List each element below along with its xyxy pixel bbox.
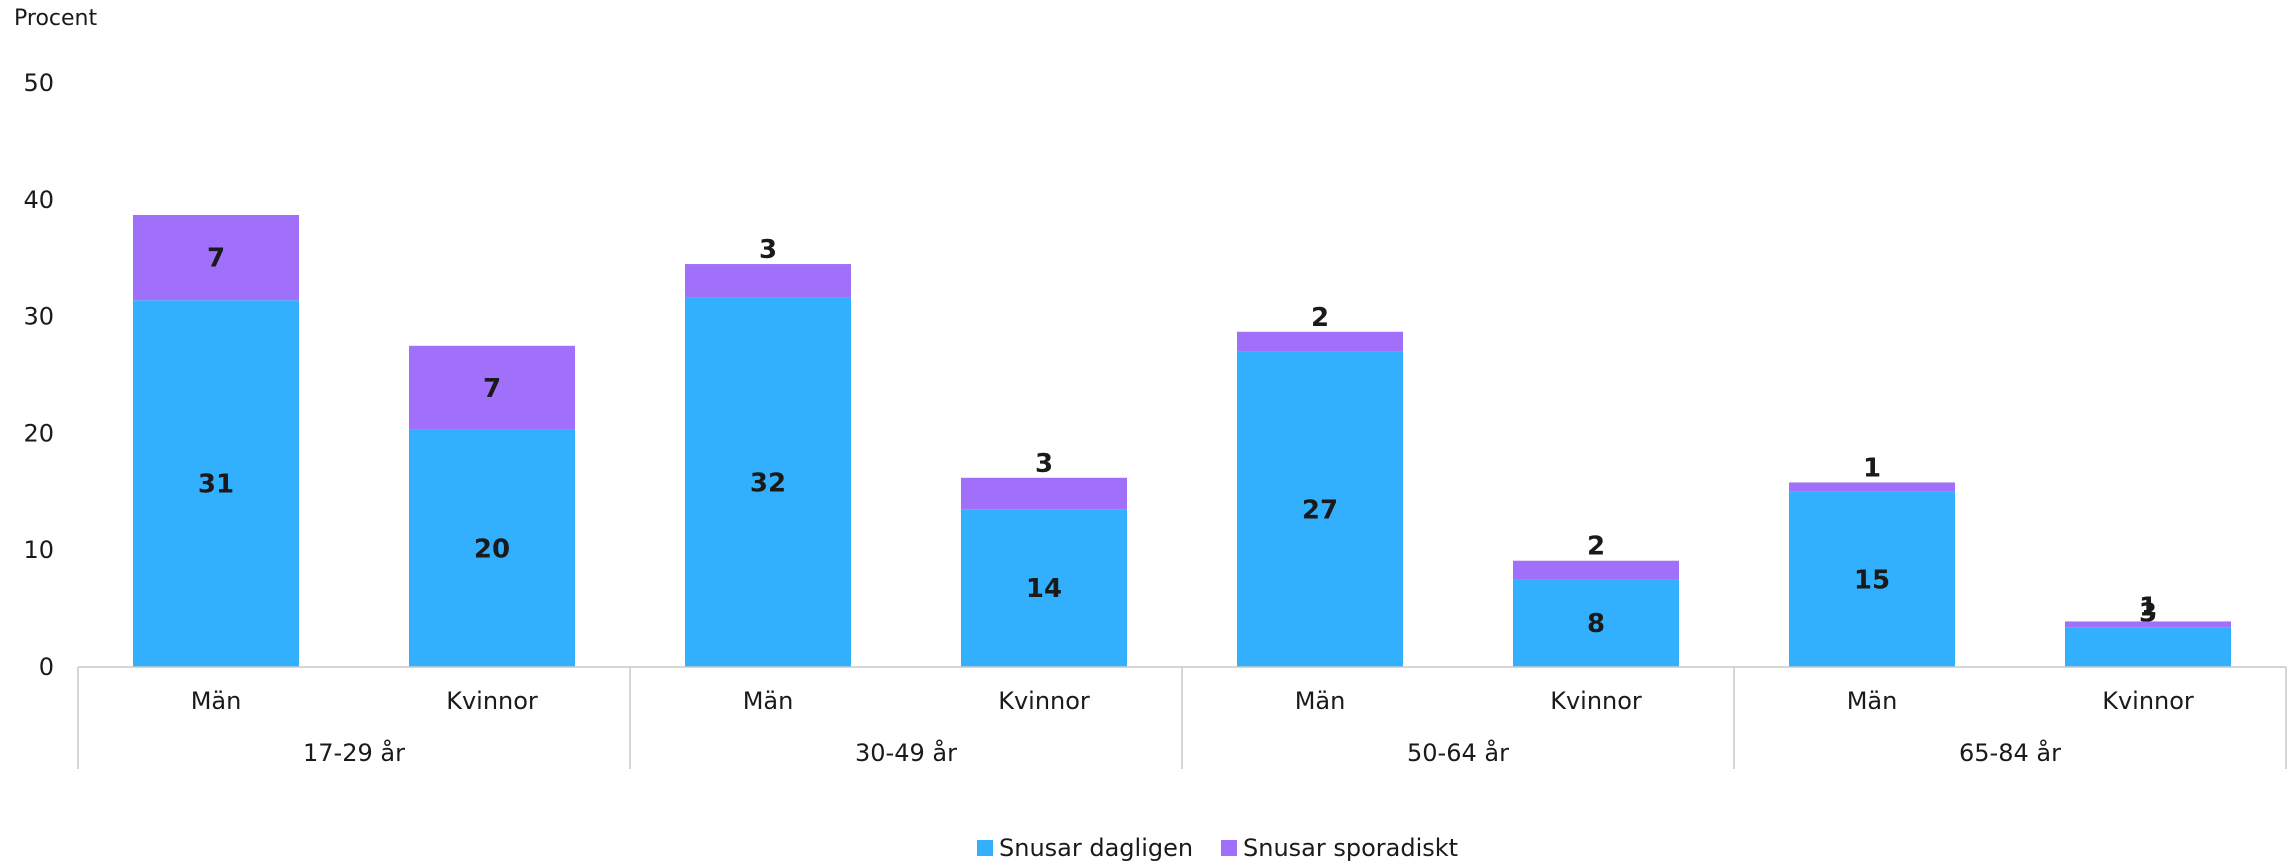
data-label: 7 (483, 374, 501, 404)
x-category-label: Kvinnor (446, 687, 538, 715)
y-axis-label: Procent (14, 6, 97, 31)
x-group-label: 17-29 år (303, 738, 405, 767)
y-axis-ticks: 0 10 20 30 40 50 (23, 69, 54, 681)
y-tick-label: 10 (23, 536, 54, 564)
legend-swatch (1221, 840, 1237, 856)
bar-segment-sporadic (133, 214, 299, 301)
x-category-label: Kvinnor (2102, 687, 2194, 715)
data-label: 8 (1587, 609, 1605, 639)
x-category-label: Kvinnor (998, 687, 1090, 715)
bar-segment-daily (1789, 491, 1955, 667)
legend-item: Snusar sporadiskt (1221, 834, 1458, 862)
data-label: 15 (1854, 565, 1890, 595)
data-label: 7 (207, 244, 225, 274)
legend-label: Snusar sporadiskt (1243, 834, 1458, 862)
bar-segment-sporadic (2065, 621, 2231, 628)
x-category-label: Män (1295, 687, 1346, 715)
bar-segment-sporadic (1789, 482, 1955, 492)
data-label: 3 (1035, 449, 1053, 479)
x-group-label: 50-64 år (1407, 738, 1509, 767)
legend-swatch (977, 840, 993, 856)
y-tick-label: 20 (23, 419, 54, 447)
x-axis: Män Kvinnor Män Kvinnor Män Kvinnor Män Kvinnor… (77, 666, 2287, 769)
data-label: 1 (2139, 592, 2157, 622)
bar-segment-sporadic (685, 264, 851, 298)
y-tick-label: 30 (23, 303, 54, 331)
data-label: 3 (759, 235, 777, 265)
bar-segment-sporadic (1237, 331, 1403, 352)
x-category-label: Kvinnor (1550, 687, 1642, 715)
bar-segment-daily (961, 509, 1127, 667)
data-label: 32 (750, 468, 786, 498)
data-label: 1 (1863, 453, 1881, 483)
bar-segment-sporadic (1513, 560, 1679, 580)
bar-segment-daily (409, 429, 575, 667)
x-group-label: 65-84 år (1959, 738, 2061, 767)
bar-segment-daily (685, 297, 851, 667)
legend-label: Snusar dagligen (999, 834, 1193, 862)
bar-segment-daily (133, 300, 299, 667)
x-category-label: Män (1847, 687, 1898, 715)
y-tick-label: 40 (23, 186, 54, 214)
y-tick-label: 50 (23, 69, 54, 97)
data-label: 14 (1026, 574, 1062, 604)
bar-segment-daily (1513, 579, 1679, 667)
legend: Snusar dagligen Snusar sporadiskt (977, 834, 1458, 862)
bar-segment-sporadic (961, 477, 1127, 510)
data-label: 2 (1587, 532, 1605, 562)
data-label: 31 (198, 470, 234, 500)
bar-segment-sporadic (409, 345, 575, 430)
data-label: 27 (1302, 495, 1338, 525)
data-label: 20 (474, 534, 510, 564)
legend-item: Snusar dagligen (977, 834, 1193, 862)
data-label: 2 (1311, 303, 1329, 333)
x-category-label: Män (191, 687, 242, 715)
bar-segment-daily (1237, 351, 1403, 667)
data-label: 3 (2139, 598, 2157, 628)
y-tick-label: 0 (39, 653, 54, 681)
bar-segment-daily (2065, 627, 2231, 667)
x-group-label: 30-49 år (855, 738, 957, 767)
x-category-label: Män (743, 687, 794, 715)
